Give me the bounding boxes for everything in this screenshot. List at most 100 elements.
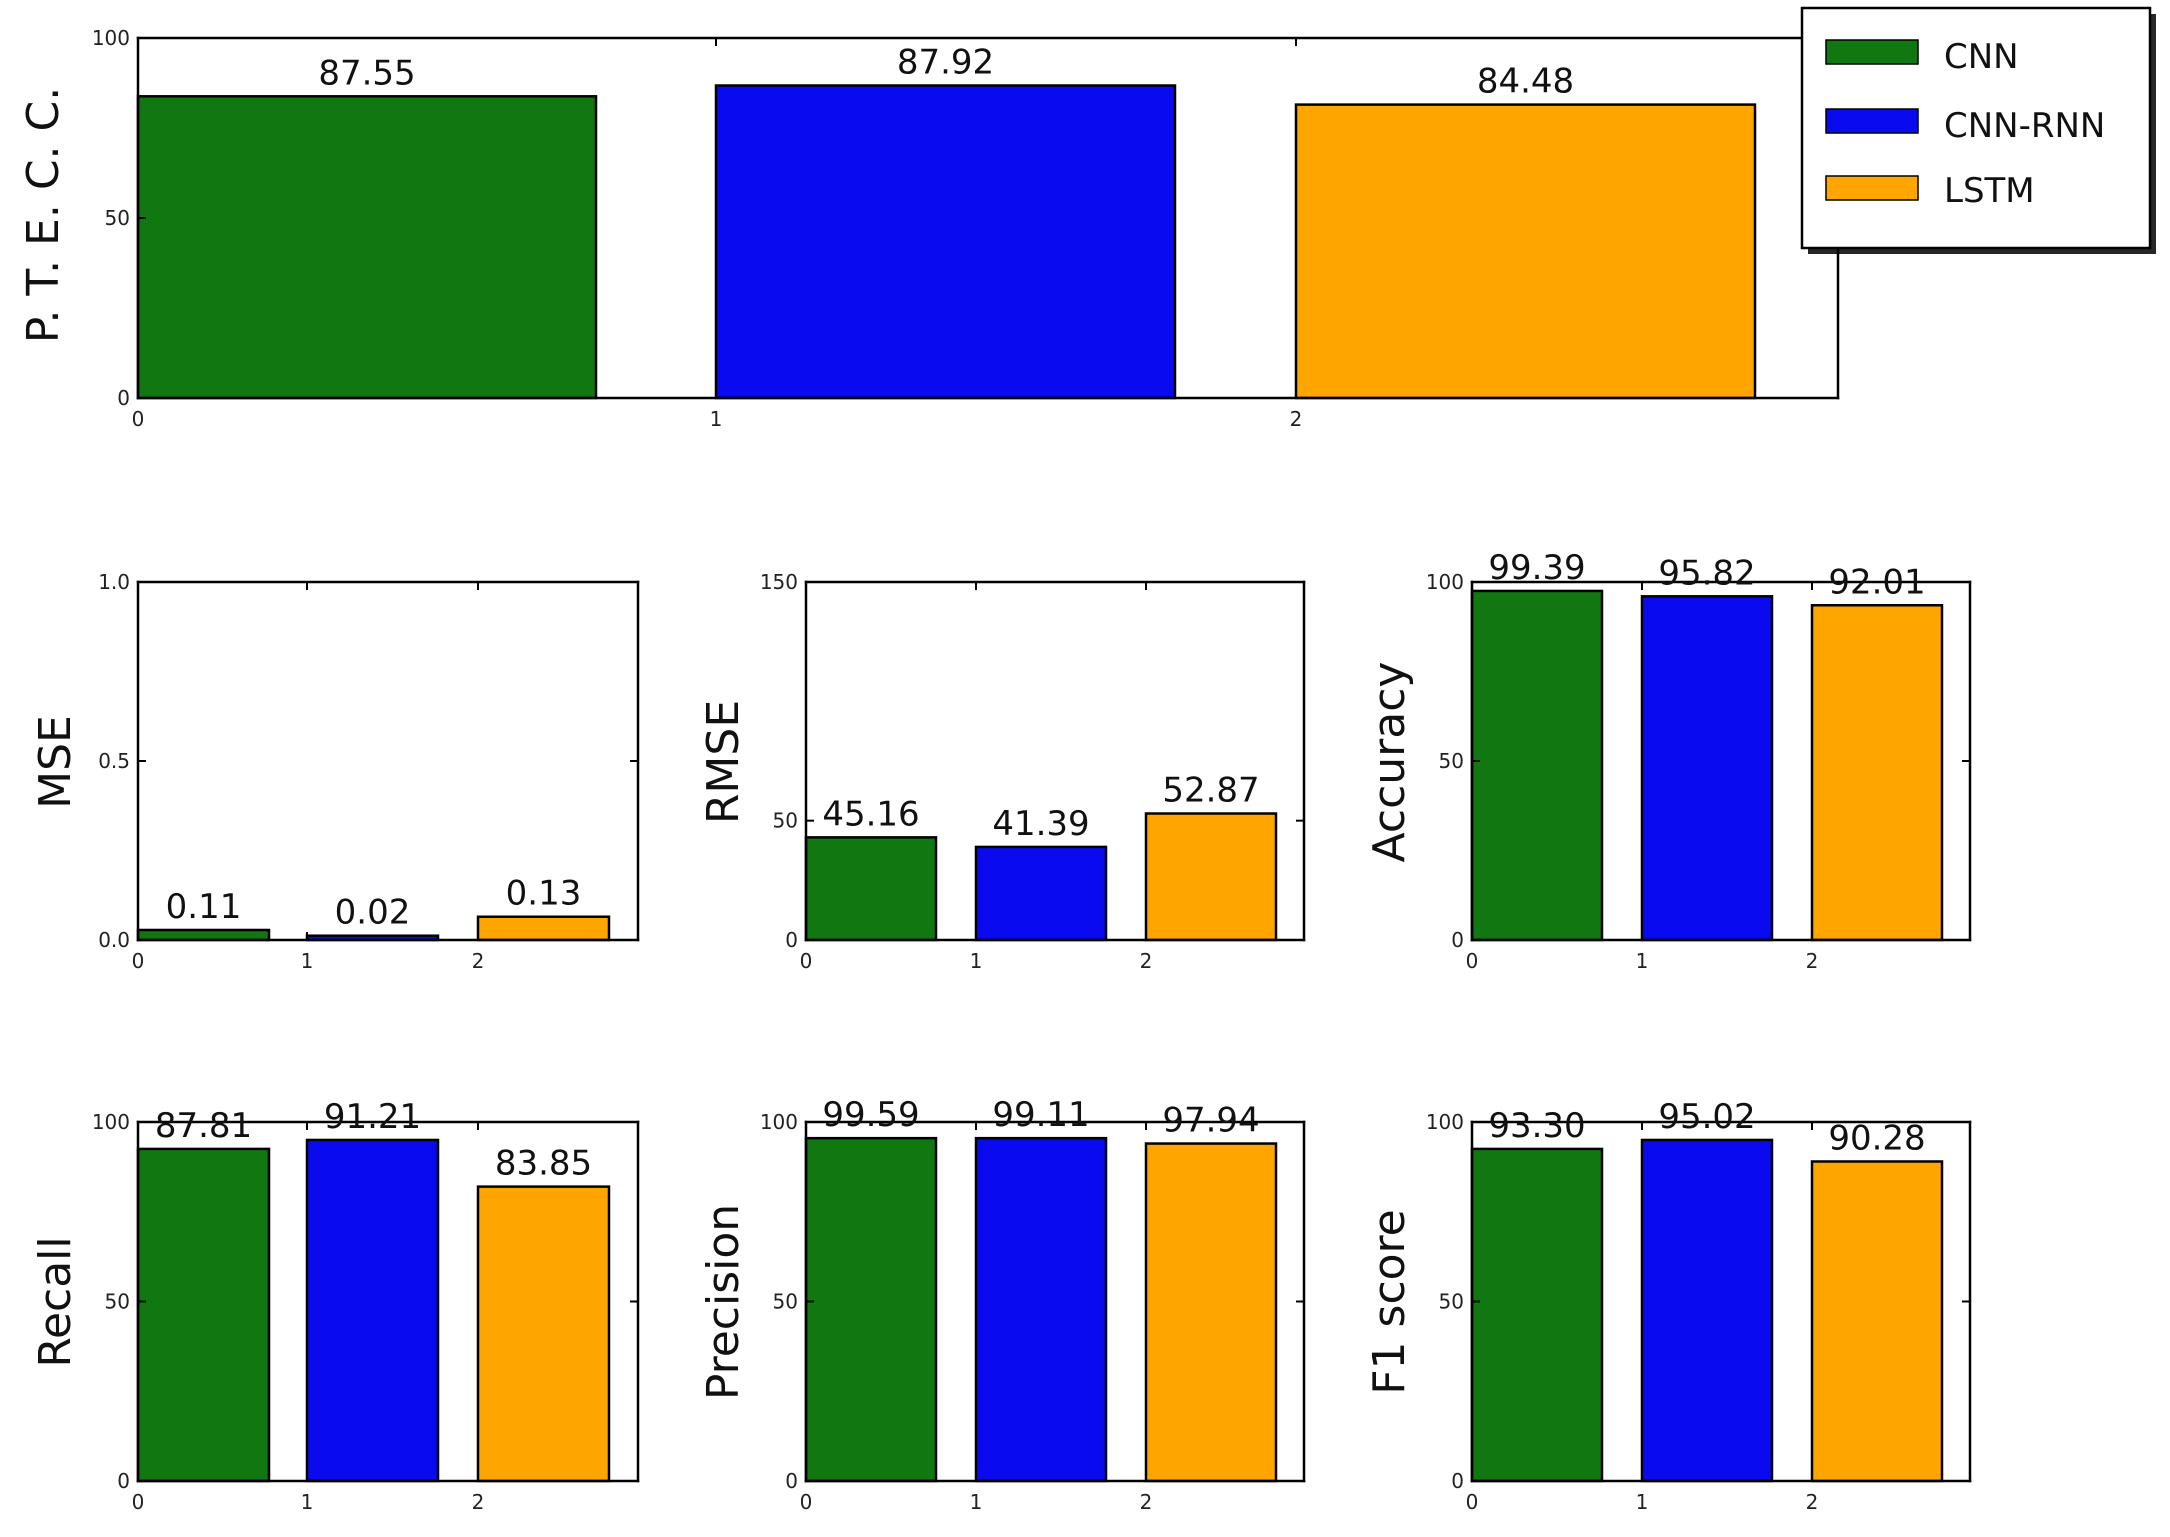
ylabel-rmse: RMSE [698, 700, 749, 824]
bar-accuracy-lstm [1810, 604, 1944, 942]
ytick-label: 0 [785, 928, 798, 952]
data-label-precision-0: 99.59 [822, 1095, 919, 1135]
bar-recall-cnn-rnn [305, 1138, 440, 1483]
xtick-label: 2 [472, 1490, 485, 1514]
xtick-label: 2 [1290, 407, 1303, 431]
panel-mse: 0.0 0.5 1.0 0 1 2 0.11 0.02 0.13 MSE [30, 570, 640, 973]
bar-rmse-lstm [1144, 812, 1278, 942]
ytick-label: 150 [760, 570, 798, 594]
data-label-f1-score-2: 90.28 [1828, 1118, 1925, 1158]
bar-f1-score-cnn [1470, 1147, 1604, 1483]
ylabel-mse: MSE [30, 715, 81, 809]
ylabel-f1-score: F1 score [1364, 1209, 1415, 1395]
panel-precision: 0 50 100 0 1 2 99.59 99.11 97.94 Precision [698, 1095, 1306, 1514]
bar-p-t-e-c-c-lstm [1294, 103, 1757, 400]
bar-p-t-e-c-c-cnn-rnn [714, 84, 1177, 400]
ytick-label: 50 [105, 206, 130, 230]
legend-swatch-lstm [1825, 175, 1919, 201]
bar-precision-cnn-rnn [974, 1136, 1108, 1483]
data-label-f1-score-0: 93.30 [1488, 1106, 1585, 1146]
bar-mse-cnn [136, 928, 271, 942]
xtick-label: 2 [1140, 949, 1153, 973]
panel-p-t-e-c-c: 0 50 100 0 1 2 87.55 87.92 84.48 P. T. E. C. C. [18, 26, 1840, 431]
xtick-label: 2 [1806, 1490, 1819, 1514]
ylabel-precision: Precision [698, 1204, 749, 1400]
bar-p-t-e-c-c-cnn [136, 95, 598, 400]
xtick-label: 1 [1636, 949, 1649, 973]
ytick-label: 50 [773, 809, 798, 833]
ytick-label: 0.5 [98, 749, 130, 773]
panel-rmse: 0 50 150 0 1 2 45.16 41.39 52.87 RMSE [698, 570, 1306, 973]
xtick-label: 1 [1636, 1490, 1649, 1514]
bar-accuracy-cnn-rnn [1640, 595, 1774, 942]
bar-accuracy-cnn [1470, 589, 1604, 942]
panel-f1-score: 0 50 100 0 1 2 93.30 95.02 90.28 F1 score [1364, 1097, 1972, 1514]
data-label-recall-1: 91.21 [324, 1097, 421, 1137]
bar-f1-score-cnn-rnn [1640, 1138, 1774, 1483]
ytick-label: 50 [1439, 749, 1464, 773]
data-label-mse-2: 0.13 [506, 874, 582, 914]
xtick-label: 0 [132, 949, 145, 973]
bar-precision-lstm [1144, 1142, 1278, 1483]
xtick-label: 1 [301, 949, 314, 973]
xtick-label: 2 [1806, 949, 1819, 973]
legend-swatch-cnn-rnn [1825, 108, 1919, 134]
xtick-label: 2 [1140, 1490, 1153, 1514]
bar-recall-cnn [136, 1147, 271, 1483]
legend-label-cnn-rnn: CNN-RNN [1944, 106, 2105, 146]
ytick-label: 100 [1426, 1110, 1464, 1134]
data-label-accuracy-2: 92.01 [1828, 562, 1925, 602]
bar-f1-score-lstm [1810, 1160, 1944, 1483]
bar-recall-lstm [476, 1185, 611, 1483]
xtick-label: 1 [710, 407, 723, 431]
bar-mse-lstm [476, 915, 611, 942]
xtick-label: 0 [1466, 949, 1479, 973]
xtick-label: 0 [800, 1490, 813, 1514]
data-label-rmse-1: 41.39 [992, 804, 1089, 844]
ytick-label: 0.0 [98, 928, 130, 952]
legend: CNN CNN-RNN LSTM [1800, 6, 2156, 254]
xtick-label: 0 [1466, 1490, 1479, 1514]
bar-rmse-cnn-rnn [974, 845, 1108, 942]
ytick-label: 0 [1451, 928, 1464, 952]
xtick-label: 0 [132, 1490, 145, 1514]
ylabel-p-t-e-c-c: P. T. E. C. C. [18, 87, 69, 343]
ytick-label: 0 [1451, 1469, 1464, 1493]
ytick-label: 100 [92, 26, 130, 50]
ytick-label: 50 [773, 1290, 798, 1314]
bar-rmse-cnn [804, 836, 938, 942]
ytick-label: 100 [92, 1110, 130, 1134]
panel-accuracy: 0 50 100 0 1 2 99.39 95.82 92.01 Accuracy [1364, 548, 1972, 973]
data-label-recall-0: 87.81 [155, 1106, 252, 1146]
ytick-label: 0 [117, 1469, 130, 1493]
data-label-f1-score-1: 95.02 [1658, 1097, 1755, 1137]
xtick-label: 1 [970, 1490, 983, 1514]
xtick-label: 0 [132, 407, 145, 431]
xtick-label: 1 [970, 949, 983, 973]
xtick-label: 1 [301, 1490, 314, 1514]
data-label-p-t-e-c-c-1: 87.92 [897, 43, 994, 83]
ytick-label: 0 [117, 386, 130, 410]
data-label-precision-1: 99.11 [992, 1095, 1089, 1135]
data-label-precision-2: 97.94 [1162, 1101, 1259, 1141]
panel-recall: 0 50 100 0 1 2 87.81 91.21 83.85 Recall [30, 1097, 640, 1514]
legend-label-lstm: LSTM [1944, 171, 2035, 211]
data-label-recall-2: 83.85 [495, 1144, 592, 1184]
legend-label-cnn: CNN [1944, 37, 2019, 77]
ytick-label: 0 [785, 1469, 798, 1493]
ytick-label: 50 [105, 1290, 130, 1314]
bar-precision-cnn [804, 1136, 938, 1483]
legend-swatch-cnn [1825, 39, 1919, 65]
data-label-rmse-2: 52.87 [1162, 771, 1259, 811]
ytick-label: 1.0 [98, 570, 130, 594]
data-label-p-t-e-c-c-2: 84.48 [1477, 62, 1574, 102]
xtick-label: 2 [472, 949, 485, 973]
data-label-accuracy-1: 95.82 [1658, 553, 1755, 593]
ytick-label: 50 [1439, 1290, 1464, 1314]
ylabel-accuracy: Accuracy [1364, 662, 1415, 863]
data-label-mse-0: 0.11 [166, 887, 242, 927]
data-label-mse-1: 0.02 [335, 893, 411, 933]
data-label-accuracy-0: 99.39 [1488, 548, 1585, 588]
ytick-label: 100 [760, 1110, 798, 1134]
